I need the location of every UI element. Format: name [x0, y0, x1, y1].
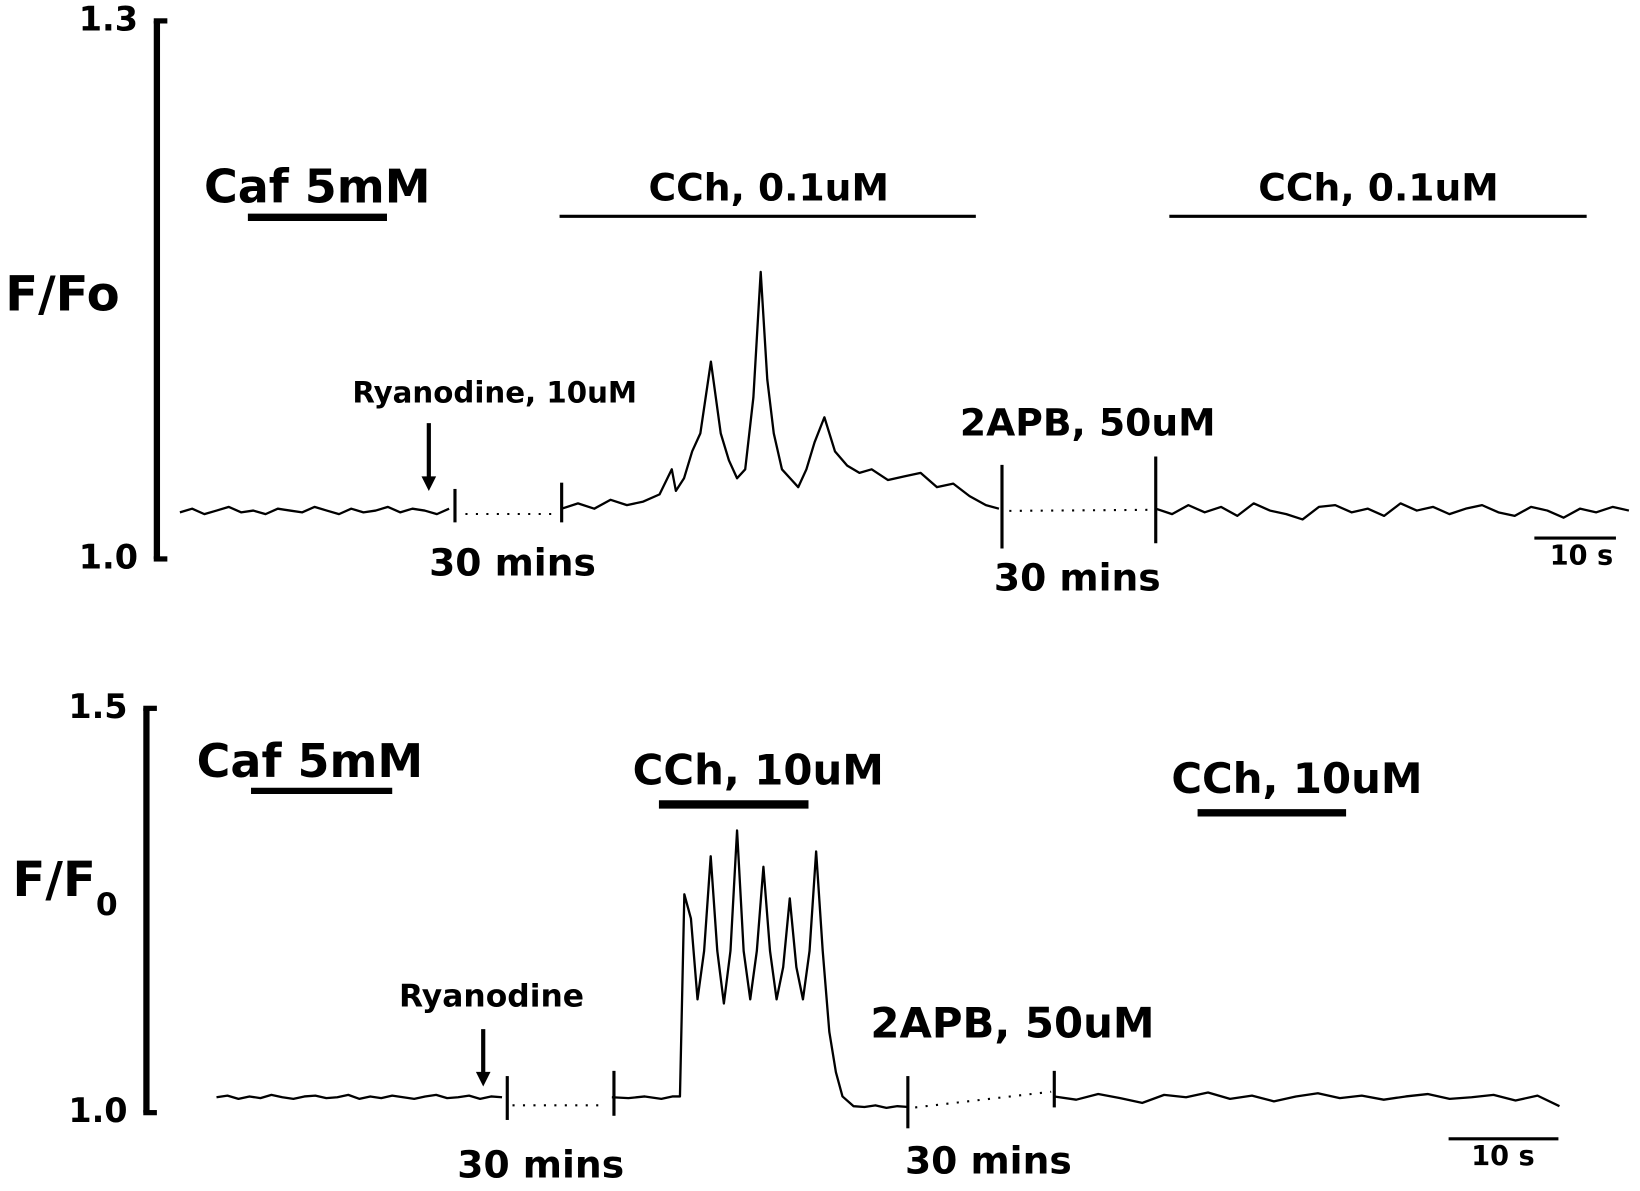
- y-tick-label: 1.3: [79, 0, 138, 38]
- y-tick-label: 1.0: [79, 537, 138, 576]
- arrow-head: [421, 476, 437, 492]
- y-label-sub: 0: [96, 887, 118, 923]
- trace: [1155, 502, 1630, 521]
- y-axis-label: F/Fo: [5, 267, 119, 323]
- annotation: 10 s: [1471, 1141, 1534, 1172]
- annotation: 30 mins: [905, 1138, 1072, 1182]
- annotation: CCh, 0.1uM: [649, 166, 889, 210]
- trace: [611, 829, 909, 1109]
- layout-line: [915, 1090, 1052, 1109]
- layout-line: [1009, 508, 1151, 512]
- annotation: Ryanodine: [399, 979, 584, 1015]
- annotation: Caf 5mM: [197, 734, 424, 788]
- annotation: 10 s: [1550, 540, 1613, 571]
- y-tick-label: 1.0: [68, 1091, 127, 1130]
- annotation: 30 mins: [429, 541, 596, 585]
- annotation: 30 mins: [994, 555, 1161, 599]
- trace: [216, 1093, 503, 1101]
- annotation: Caf 5mM: [204, 160, 431, 214]
- annotation: 30 mins: [457, 1142, 624, 1186]
- trace: [561, 270, 1000, 510]
- annotation: CCh, 10uM: [633, 746, 884, 795]
- annotation: CCh, 10uM: [1171, 754, 1422, 803]
- y-label-main: F/F: [13, 852, 96, 908]
- annotation: CCh, 0.1uM: [1258, 166, 1498, 210]
- annotation: 2APB, 50uM: [960, 401, 1216, 445]
- y-tick-label: 1.5: [68, 687, 127, 726]
- annotation: 2APB, 50uM: [870, 998, 1154, 1047]
- trace: [1054, 1091, 1560, 1108]
- trace: [179, 505, 450, 516]
- arrow-head: [475, 1071, 491, 1087]
- y-axis-label: F/F0: [13, 852, 118, 923]
- y-label-main: F/Fo: [5, 267, 119, 323]
- annotation: Ryanodine, 10uM: [352, 375, 637, 409]
